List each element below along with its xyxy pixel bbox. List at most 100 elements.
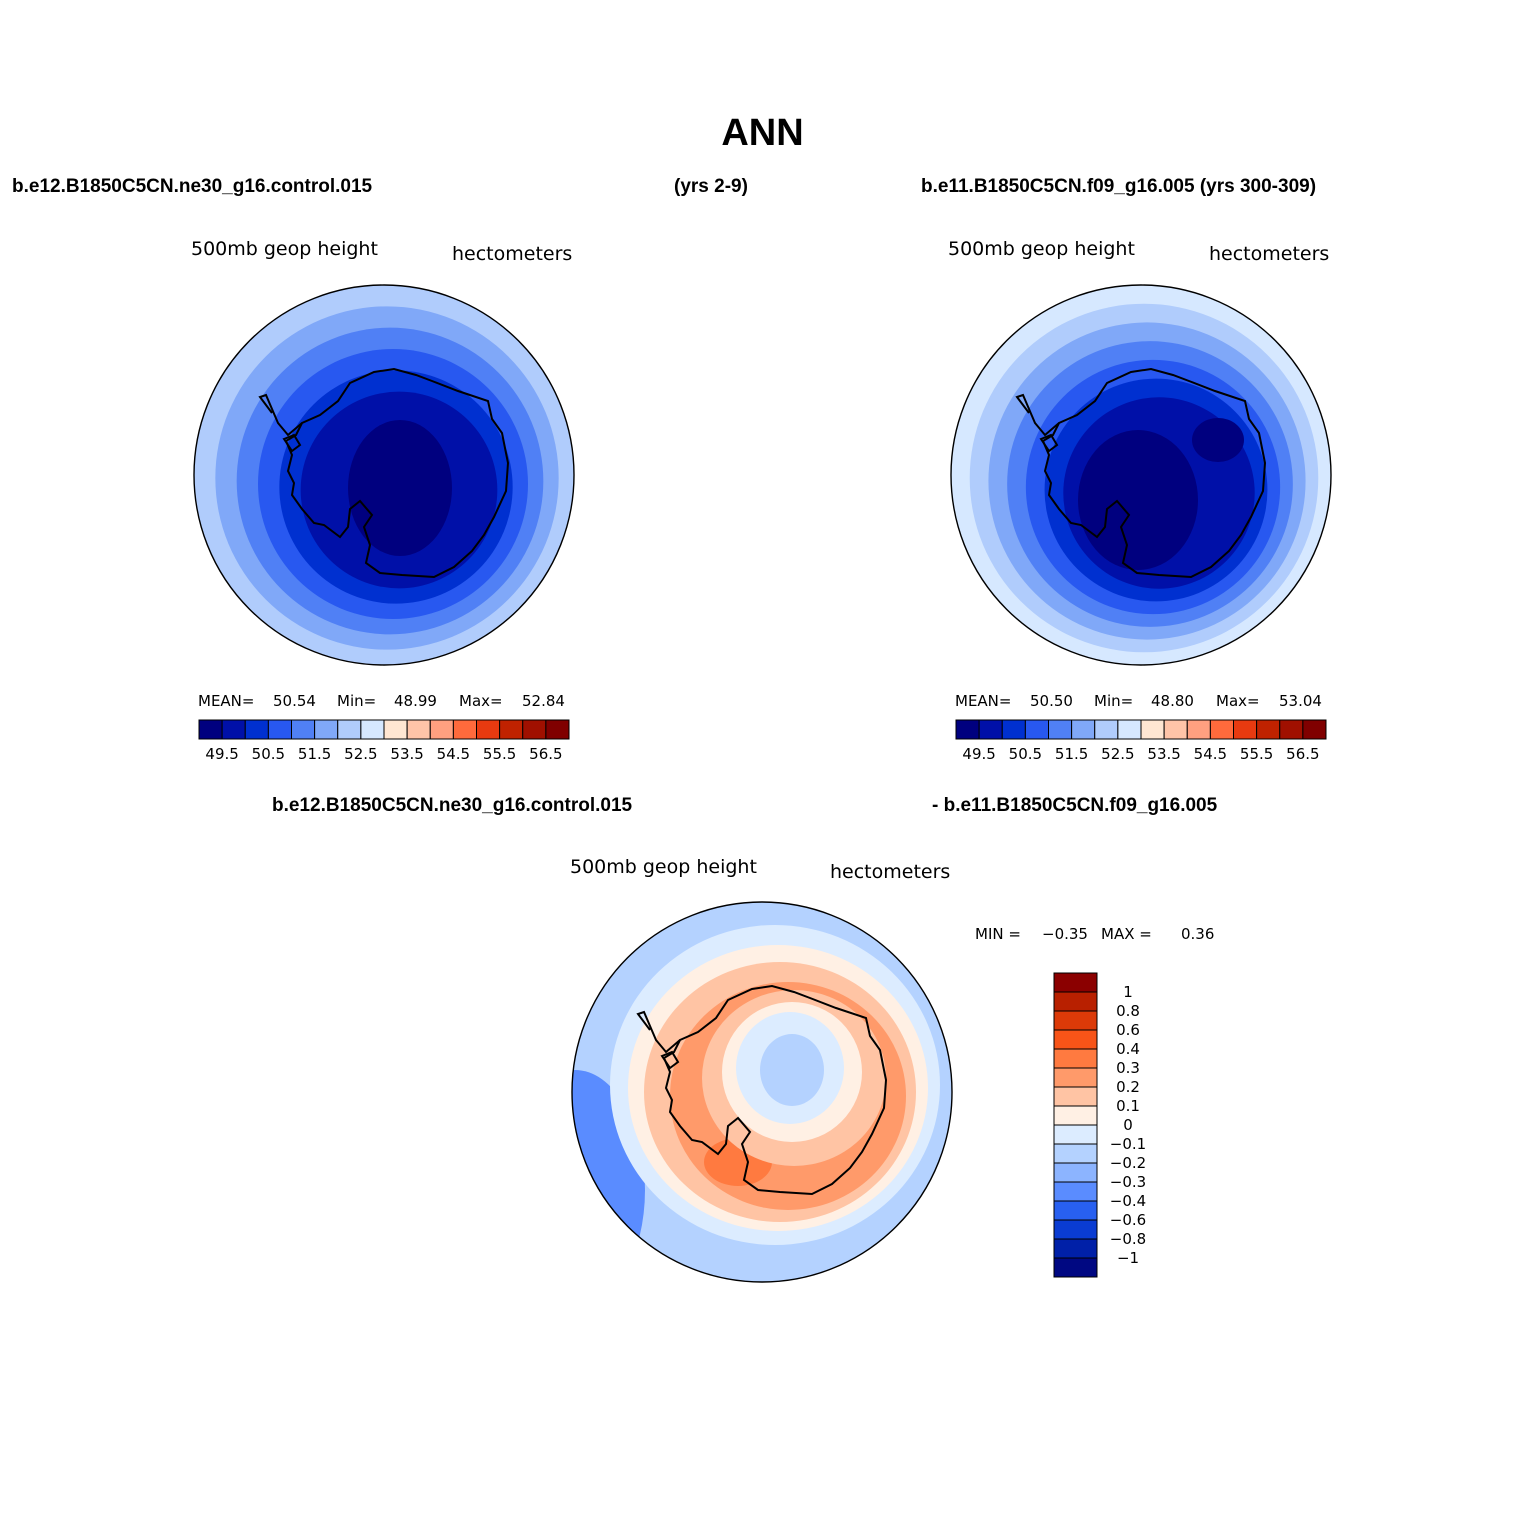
diff-colorbar-box [1053,1238,1098,1259]
colorbar-box [383,719,408,740]
diff-colorbar-box [1053,1086,1098,1107]
diff-colorbar-tick-label: −1 [1117,1249,1139,1267]
diff-colorbar-tick-label: 1 [1123,983,1133,1001]
panel1-weddell-inlet [282,433,302,453]
colorbar-box [291,719,316,740]
colorbar-box [244,719,269,740]
diff-colorbar-tick-label: 0 [1123,1116,1133,1134]
colorbar-box [452,719,477,740]
panel2-polar-low-secondary [1192,418,1244,462]
diff-colorbar-box [1053,1200,1098,1221]
diff-weddell-inlet [660,1050,680,1070]
diff-colorbar-box [1053,1067,1098,1088]
diff-colorbar-box [1053,1143,1098,1164]
panel1-variable-label: 500mb geop height [191,238,378,260]
diff-colorbar-tick-label: −0.1 [1110,1135,1146,1153]
panel2-map-outline [950,284,1332,666]
colorbar-tick-label: 53.5 [1147,745,1180,763]
colorbar-box [1001,719,1026,740]
diff-colorbar-tick-label: 0.4 [1116,1040,1140,1058]
panel2-min-value: 48.80 [1151,692,1194,710]
panel2-min-label: Min= [1094,692,1134,710]
colorbar-box [978,719,1003,740]
colorbar-box [476,719,501,740]
colorbar-box [1048,719,1073,740]
colorbar-tick-label: 54.5 [437,745,470,763]
diff-colorbar-box [1053,1162,1098,1183]
colorbar-tick-label: 49.5 [962,745,995,763]
colorbar-box [1117,719,1142,740]
panel1-units-label: hectometers [452,243,573,265]
panel2-max-label: Max= [1216,692,1260,710]
colorbar-box [267,719,292,740]
diff-colorbar-tick-label: −0.8 [1110,1230,1146,1248]
diff-colorbar-box [1053,1124,1098,1145]
colorbar-tick-label: 50.5 [1009,745,1042,763]
bottom-left-header: b.e12.B1850C5CN.ne30_g16.control.015 [272,795,633,816]
colorbar-box [1302,719,1327,740]
panel2-mean-label: MEAN= [955,692,1012,710]
diff-units-label: hectometers [830,861,951,883]
colorbar-box [406,719,431,740]
colorbar-box [1233,719,1258,740]
page-title: ANN [721,112,804,154]
diff-max-value: 0.36 [1181,925,1215,943]
colorbar-tick-label: 49.5 [205,745,238,763]
diff-colorbar-box [1053,991,1098,1012]
colorbar-tick-label: 52.5 [344,745,377,763]
colorbar-tick-label: 52.5 [1101,745,1134,763]
panel1-max-value: 52.84 [522,692,565,710]
colorbar-box [1140,719,1165,740]
colorbar-box [1071,719,1096,740]
colorbar-box [360,719,385,740]
panel2-map [951,285,1331,665]
colorbar-tick-label: 54.5 [1194,745,1227,763]
colorbar-tick-label: 56.5 [529,745,562,763]
panel1-min-label: Min= [337,692,377,710]
colorbar-box [955,719,980,740]
diff-colorbar: 10.80.60.40.30.20.10−0.1−0.2−0.3−0.4−0.6… [1053,972,1146,1278]
panel1-colorbar: 49.5 50.5 51.5 52.5 53.5 54.5 55.5 56.5 [198,719,570,763]
diff-colorbar-box [1053,1048,1098,1069]
panel2-variable-label: 500mb geop height [948,238,1135,260]
colorbar-box [337,719,362,740]
colorbar-tick-label: 56.5 [1286,745,1319,763]
diff-colorbar-box [1053,1010,1098,1031]
diff-colorbar-box [1053,1029,1098,1050]
colorbar-box [429,719,454,740]
panel1-map-outline [193,284,575,666]
diff-colorbar-tick-label: 0.1 [1116,1097,1140,1115]
top-center-header: (yrs 2-9) [674,176,748,197]
colorbar-tick-label: 55.5 [483,745,516,763]
diff-colorbar-box [1053,972,1098,993]
panel1-max-label: Max= [459,692,503,710]
diff-antarctic-peninsula [636,1010,681,1054]
panel2-colorbar: 49.5 50.5 51.5 52.5 53.5 54.5 55.5 56.5 [955,719,1327,763]
diff-colorbar-tick-label: 0.3 [1116,1059,1140,1077]
colorbar-box [1186,719,1211,740]
colorbar-tick-label: 51.5 [1055,745,1088,763]
colorbar-box [198,719,223,740]
colorbar-box [1094,719,1119,740]
colorbar-box [499,719,524,740]
top-left-header: b.e12.B1850C5CN.ne30_g16.control.015 [12,176,373,197]
diff-min-value: −0.35 [1042,925,1088,943]
diff-colorbar-tick-label: −0.2 [1110,1154,1146,1172]
diff-variable-label: 500mb geop height [570,856,757,878]
diff-colorbar-tick-label: −0.6 [1110,1211,1146,1229]
panel2-weddell-inlet [1039,433,1059,453]
colorbar-box [545,719,570,740]
colorbar-box [314,719,339,740]
panel2-mean-value: 50.50 [1030,692,1073,710]
diff-colorbar-box [1053,1105,1098,1126]
bottom-right-header: - b.e11.B1850C5CN.f09_g16.005 [932,795,1218,816]
colorbar-tick-label: 50.5 [252,745,285,763]
panel1-polar-low [348,420,452,556]
colorbar-tick-label: 51.5 [298,745,331,763]
colorbar-box [1163,719,1188,740]
colorbar-box [1024,719,1049,740]
colorbar-tick-label: 53.5 [390,745,423,763]
panel1-mean-label: MEAN= [198,692,255,710]
diff-colorbar-tick-label: −0.4 [1110,1192,1146,1210]
panel1-map [194,285,574,665]
